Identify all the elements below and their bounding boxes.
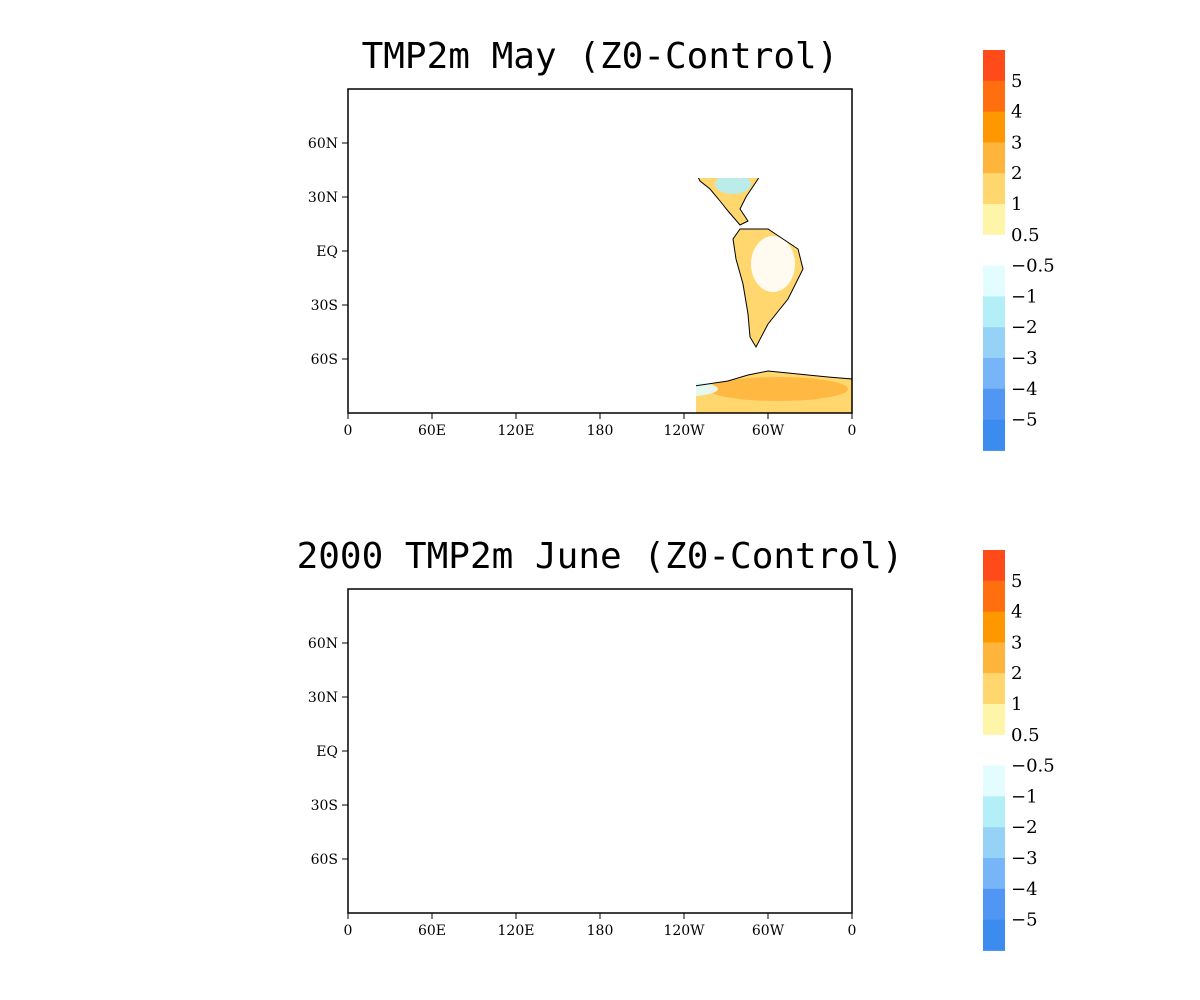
- colorbar-label: 2: [1011, 663, 1022, 684]
- lon-tick-label: 0: [344, 923, 353, 939]
- colorbar-label: 2: [1011, 163, 1022, 184]
- lon-tick-label: 120E: [498, 423, 535, 439]
- lat-tick-label: EQ: [316, 744, 338, 760]
- colorbar-label: 5: [1011, 571, 1022, 592]
- lon-tick-label: 0: [848, 923, 857, 939]
- colorbar-label: −2: [1011, 817, 1038, 838]
- colorbar-label: 0.5: [1011, 725, 1040, 746]
- colorbar-june: 5 4 3 2 1 0.5 −0.5 −1 −2 −3 −4 −5: [983, 550, 1055, 951]
- colorbar-label: 1: [1011, 694, 1022, 715]
- colorbar-swatch: [983, 550, 1005, 582]
- lon-tick-label: 180: [587, 423, 614, 439]
- lat-axis-june: 60N 30N EQ 30S 60S: [308, 636, 348, 868]
- lat-tick-label: 60S: [311, 852, 338, 868]
- lat-tick-label: 30S: [311, 298, 338, 314]
- colorbar-swatch: [983, 796, 1005, 828]
- colorbar-swatch: [983, 673, 1005, 705]
- colorbar-label: −4: [1011, 379, 1038, 400]
- colorbar-swatch: [983, 611, 1005, 643]
- lon-tick-label: 120W: [663, 923, 705, 939]
- colorbar-label: −5: [1011, 910, 1038, 931]
- colorbar-swatch: [983, 265, 1005, 297]
- lat-tick-label: 60N: [308, 636, 338, 652]
- colorbar-swatch: [983, 419, 1005, 451]
- lon-tick-label: 0: [848, 423, 857, 439]
- lat-tick-label: 60S: [311, 352, 338, 368]
- colorbar-label: −1: [1011, 786, 1038, 807]
- colorbar-swatch: [983, 642, 1005, 674]
- colorbar-label: −3: [1011, 348, 1038, 369]
- colorbar-swatch: [983, 888, 1005, 921]
- colorbar-swatch: [983, 296, 1005, 328]
- lon-tick-label: 60E: [418, 423, 446, 439]
- lon-tick-label: 60E: [418, 923, 446, 939]
- lat-tick-label: 30N: [308, 690, 338, 706]
- lat-tick-label: 30N: [308, 190, 338, 206]
- colorbar-swatch: [983, 827, 1005, 859]
- colorbar-label: −2: [1011, 317, 1038, 338]
- colorbar-label: 0.5: [1011, 225, 1040, 246]
- colorbar-label: −0.5: [1011, 256, 1055, 277]
- map-frame-june: [347, 588, 853, 914]
- colorbar-label: −5: [1011, 410, 1038, 431]
- lon-axis-june: 0 60E 120E 180 120W 60W 0: [344, 913, 857, 939]
- colorbar-swatch: [983, 204, 1005, 236]
- lon-tick-label: 60W: [752, 423, 785, 439]
- lon-tick-label: 180: [587, 923, 614, 939]
- lat-axis-may: 60N 30N EQ 30S 60S: [308, 136, 348, 368]
- panel-title-may: TMP2m May (Z0-Control): [362, 36, 839, 77]
- colorbar-swatch: [983, 173, 1005, 205]
- map-panel-june: 2000 TMP2m June (Z0-Control): [297, 536, 1055, 951]
- colorbar-swatch: [983, 327, 1005, 359]
- colorbar-swatch: [983, 580, 1005, 613]
- map-panel-may: TMP2m May (Z0-Control): [308, 36, 1055, 451]
- colorbar-swatch: [983, 80, 1005, 113]
- colorbar-label: 3: [1011, 632, 1022, 653]
- colorbar-label: 5: [1011, 71, 1022, 92]
- colorbar-swatch: [983, 765, 1005, 797]
- map-field-may: [696, 178, 853, 414]
- panel-title-june: 2000 TMP2m June (Z0-Control): [297, 536, 904, 577]
- colorbar-label: 1: [1011, 194, 1022, 215]
- lat-tick-label: EQ: [316, 244, 338, 260]
- colorbar-label: 4: [1011, 602, 1022, 623]
- lon-tick-label: 60W: [752, 923, 785, 939]
- colorbar-swatch: [983, 858, 1005, 890]
- colorbar-label: 3: [1011, 132, 1022, 153]
- colorbar-swatch: [983, 704, 1005, 736]
- lon-axis-may: 0 60E 120E 180 120W 60W 0: [344, 413, 857, 439]
- colorbar-swatch: [983, 111, 1005, 143]
- colorbar-may: 5 4 3 2 1 0.5 −0.5 −1 −2 −3 −4 −5: [983, 50, 1055, 451]
- colorbar-label: −0.5: [1011, 756, 1055, 777]
- colorbar-swatch: [983, 919, 1005, 951]
- lon-tick-label: 120E: [498, 923, 535, 939]
- lon-tick-label: 0: [344, 423, 353, 439]
- lat-tick-label: 30S: [311, 798, 338, 814]
- lon-tick-label: 120W: [663, 423, 705, 439]
- colorbar-swatch: [983, 358, 1005, 390]
- colorbar-swatch: [983, 50, 1005, 82]
- colorbar-swatch: [983, 142, 1005, 174]
- colorbar-swatch: [983, 388, 1005, 421]
- map-field-june: [348, 589, 863, 913]
- colorbar-swatch: [983, 234, 1005, 267]
- colorbar-label: 4: [1011, 102, 1022, 123]
- lat-tick-label: 60N: [308, 136, 338, 152]
- colorbar-label: −3: [1011, 848, 1038, 869]
- colorbar-swatch: [983, 734, 1005, 767]
- colorbar-label: −1: [1011, 286, 1038, 307]
- colorbar-label: −4: [1011, 879, 1038, 900]
